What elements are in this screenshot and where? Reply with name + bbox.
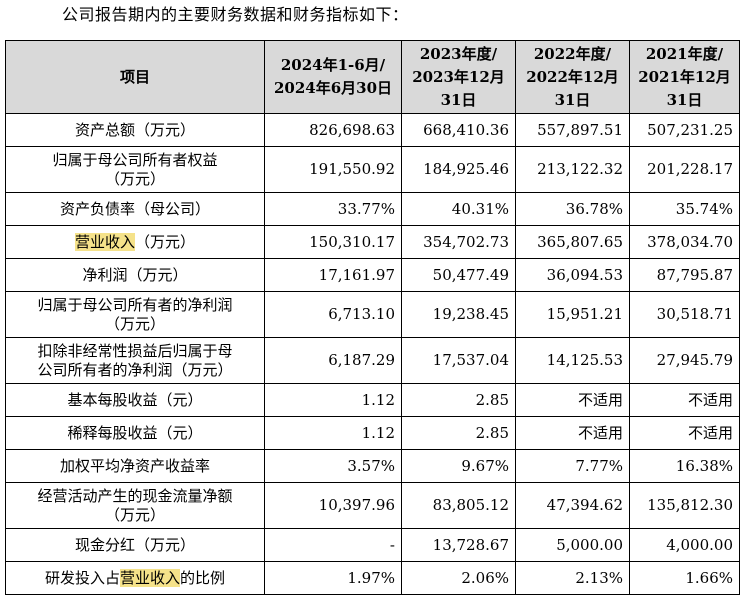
row-label: 稀释每股收益（元） — [5, 416, 265, 450]
cell-value: 不适用 — [629, 416, 740, 450]
row-label: 经营活动产生的现金流量净额 （万元） — [5, 482, 265, 529]
cell-value: 378,034.70 — [629, 225, 740, 259]
cell-value: 1.12 — [264, 383, 402, 417]
row-label: 归属于母公司所有者的净利润 （万元） — [5, 291, 265, 338]
cell-value: 1.66% — [629, 561, 740, 595]
header-period-2022: 2022年度/2022年12月 31日 — [515, 40, 630, 114]
cell-value: 2.06% — [401, 561, 516, 595]
cell-value: 354,702.73 — [401, 225, 516, 259]
cell-value: 不适用 — [515, 383, 630, 417]
table-row: 现金分红（万元） - 13,728.67 5,000.00 4,000.00 — [5, 528, 740, 562]
cell-value: 9.67% — [401, 449, 516, 483]
table-row: 净利润（万元） 17,161.97 50,477.49 36,094.53 87… — [5, 258, 740, 292]
cell-value: 2.85 — [401, 416, 516, 450]
cell-value: 365,807.65 — [515, 225, 630, 259]
table-row: 研发投入占营业收入的比例 1.97% 2.06% 2.13% 1.66% — [5, 561, 740, 595]
header-period-2021: 2021年度/2021年12月 31日 — [629, 40, 740, 114]
cell-value: 33.77% — [264, 192, 402, 226]
cell-value: 19,238.45 — [401, 291, 516, 338]
cell-value: 1.12 — [264, 416, 402, 450]
table-row: 经营活动产生的现金流量净额 （万元） 10,397.96 83,805.12 47… — [5, 482, 740, 529]
table-row: 加权平均净资产收益率 3.57% 9.67% 7.77% 16.38% — [5, 449, 740, 483]
cell-value: 557,897.51 — [515, 113, 630, 147]
cell-value: 668,410.36 — [401, 113, 516, 147]
financial-indicators-table: 项目 2024年1-6月/2024年6月30日 2023年度/2023年12月 3… — [5, 40, 740, 595]
cell-value: 16.38% — [629, 449, 740, 483]
table-row: 归属于母公司所有者的净利润 （万元） 6,713.10 19,238.45 15,… — [5, 291, 740, 338]
cell-value: 826,698.63 — [264, 113, 402, 147]
cell-value: 50,477.49 — [401, 258, 516, 292]
table-row: 资产负债率（母公司） 33.77% 40.31% 36.78% 35.74% — [5, 192, 740, 226]
header-period-2023: 2023年度/2023年12月 31日 — [401, 40, 516, 114]
table-header-row: 项目 2024年1-6月/2024年6月30日 2023年度/2023年12月 3… — [5, 40, 740, 114]
row-label: 净利润（万元） — [5, 258, 265, 292]
cell-value: 5,000.00 — [515, 528, 630, 562]
row-label: 资产负债率（母公司） — [5, 192, 265, 226]
table-row: 基本每股收益（元） 1.12 2.85 不适用 不适用 — [5, 383, 740, 417]
cell-value: 30,518.71 — [629, 291, 740, 338]
cell-value: 14,125.53 — [515, 337, 630, 384]
cell-value: 27,945.79 — [629, 337, 740, 384]
cell-value: 191,550.92 — [264, 146, 402, 193]
cell-value: 87,795.87 — [629, 258, 740, 292]
cell-value: - — [264, 528, 402, 562]
row-label: 现金分红（万元） — [5, 528, 265, 562]
cell-value: 35.74% — [629, 192, 740, 226]
cell-value: 135,812.30 — [629, 482, 740, 529]
table-row: 扣除非经常性损益后归属于母 公司所有者的净利润（万元） 6,187.29 17,5… — [5, 337, 740, 384]
row-label: 研发投入占营业收入的比例 — [5, 561, 265, 595]
cell-value: 150,310.17 — [264, 225, 402, 259]
highlighted-term: 营业收入 — [119, 568, 180, 587]
cell-value: 3.57% — [264, 449, 402, 483]
cell-value: 2.13% — [515, 561, 630, 595]
cell-value: 10,397.96 — [264, 482, 402, 529]
cell-value: 36,094.53 — [515, 258, 630, 292]
cell-value: 184,925.46 — [401, 146, 516, 193]
row-label: 资产总额（万元） — [5, 113, 265, 147]
highlighted-term: 营业收入 — [74, 232, 135, 251]
row-label: 营业收入（万元） — [5, 225, 265, 259]
cell-value: 1.97% — [264, 561, 402, 595]
row-label: 扣除非经常性损益后归属于母 公司所有者的净利润（万元） — [5, 337, 265, 384]
row-label: 加权平均净资产收益率 — [5, 449, 265, 483]
row-label: 归属于母公司所有者权益 （万元） — [5, 146, 265, 193]
intro-paragraph: 公司报告期内的主要财务数据和财务指标如下： — [62, 5, 409, 24]
cell-value: 13,728.67 — [401, 528, 516, 562]
cell-value: 7.77% — [515, 449, 630, 483]
cell-value: 40.31% — [401, 192, 516, 226]
table-row: 稀释每股收益（元） 1.12 2.85 不适用 不适用 — [5, 416, 740, 450]
table-row: 营业收入（万元） 150,310.17 354,702.73 365,807.6… — [5, 225, 740, 259]
cell-value: 83,805.12 — [401, 482, 516, 529]
table-row: 资产总额（万元） 826,698.63 668,410.36 557,897.5… — [5, 113, 740, 147]
cell-value: 2.85 — [401, 383, 516, 417]
cell-value: 不适用 — [515, 416, 630, 450]
cell-value: 6,187.29 — [264, 337, 402, 384]
cell-value: 6,713.10 — [264, 291, 402, 338]
cell-value: 507,231.25 — [629, 113, 740, 147]
header-period-2024h1: 2024年1-6月/2024年6月30日 — [264, 40, 402, 114]
cell-value: 47,394.62 — [515, 482, 630, 529]
cell-value: 201,228.17 — [629, 146, 740, 193]
cell-value: 17,161.97 — [264, 258, 402, 292]
cell-value: 36.78% — [515, 192, 630, 226]
cell-value: 17,537.04 — [401, 337, 516, 384]
cell-value: 213,122.32 — [515, 146, 630, 193]
cell-value: 15,951.21 — [515, 291, 630, 338]
header-item: 项目 — [5, 40, 265, 114]
table-row: 归属于母公司所有者权益 （万元） 191,550.92 184,925.46 21… — [5, 146, 740, 193]
row-label: 基本每股收益（元） — [5, 383, 265, 417]
cell-value: 不适用 — [629, 383, 740, 417]
cell-value: 4,000.00 — [629, 528, 740, 562]
